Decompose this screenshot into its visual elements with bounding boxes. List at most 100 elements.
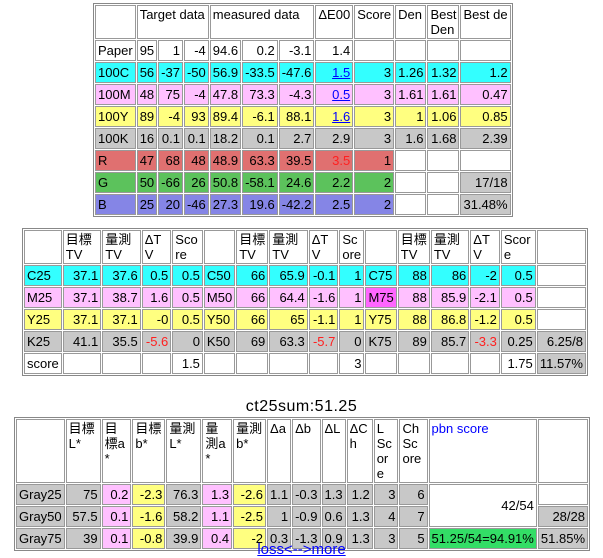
header-cell: 目標a* [101, 419, 132, 483]
table-cell: 85.7 [430, 331, 470, 352]
table-cell: Gray50 [16, 506, 65, 527]
empty-cell [236, 353, 269, 374]
table-cell: 1.1 [267, 484, 292, 505]
table-cell: 47.8 [209, 84, 242, 105]
header-cell: 目標L* [65, 419, 101, 483]
table-cell: -0 [141, 309, 172, 330]
table-cell: -2.3 [132, 484, 166, 505]
footer-link[interactable]: loss<-->more [257, 541, 346, 558]
table-cell: 27.3 [209, 194, 242, 215]
empty-cell [537, 419, 588, 483]
table-cell: K25 [24, 331, 62, 352]
table-cell[interactable]: 0.5 [315, 84, 354, 105]
table-cell: 2 [354, 194, 395, 215]
empty-cell [308, 353, 339, 374]
table-cell: 2 [354, 172, 395, 193]
table-row: M25 37.1 38.7 1.6 0.5 M50 66 64.4 -1.6 1 M75 88 85.9… [24, 287, 586, 308]
table-cell: 0.4 [202, 528, 233, 549]
table-cell: 0 [339, 331, 365, 352]
table-cell: 1.75 [500, 353, 536, 374]
table-cell: -3.3 [470, 331, 500, 352]
table-cell: 1.32 [427, 62, 460, 83]
table-cell: 39.5 [278, 150, 315, 171]
table-cell: 0.5 [172, 265, 203, 286]
header-row: 目標L* 目標a* 目標b* 量測L* 量測a* 量測b* Δa Δb ΔL ΔCh L Score… [16, 419, 588, 483]
empty-cell [354, 40, 395, 61]
table-cell[interactable]: 1.5 [315, 62, 354, 83]
table-cell: 51.25/54=94.91% [428, 528, 537, 549]
table-cell: -2.5 [233, 506, 267, 527]
table-cell: -4.3 [278, 84, 315, 105]
tv-table: 目標TV 量測TV ΔTV Score 目標TV 量測TV ΔTV Score 目標TV 量測TV… [22, 228, 588, 376]
header-cell: 量測TV [430, 230, 470, 264]
table-cell[interactable]: 1.6 [315, 106, 354, 127]
header-cell: 目標TV [236, 230, 269, 264]
header-cell: Score [354, 5, 395, 39]
table-cell: 1 [339, 309, 365, 330]
table-cell: 0.1 [158, 128, 183, 149]
header-cell: Score [172, 230, 203, 264]
table-cell: Gray25 [16, 484, 65, 505]
header-cell: 量測b* [233, 419, 267, 483]
table-cell: 3.5 [315, 150, 354, 171]
table-cell: M25 [24, 287, 62, 308]
table-cell: -6.1 [242, 106, 278, 127]
table-cell: 0.5 [500, 265, 536, 286]
table-cell: 42/54 [428, 484, 537, 527]
table-cell: 6.25/8 [536, 331, 586, 352]
table-cell: 86.8 [430, 309, 470, 330]
table-cell: 0 [172, 331, 203, 352]
table-cell: 0.5 [500, 309, 536, 330]
table-cell: 1.1 [202, 506, 233, 527]
table-cell: 31.48% [460, 194, 511, 215]
table-cell: 89 [397, 331, 430, 352]
table-row: B 25 20 -46 27.3 19.6 -42.2 2.5 2 31.48% [95, 194, 511, 215]
table-cell: -4 [183, 40, 209, 61]
table-cell: 16 [136, 128, 158, 149]
table-row: K25 41.1 35.5 -5.6 0 K50 69 63.3 -5.7 0 K75 89 85.7-… [24, 331, 586, 352]
table-cell: -42.2 [278, 194, 315, 215]
table-cell: 6 [399, 484, 428, 505]
empty-cell [536, 287, 586, 308]
table-cell: 85.9 [430, 287, 470, 308]
table-cell: 0.5 [141, 265, 172, 286]
table-cell: 94.6 [209, 40, 242, 61]
table-cell: 48 [183, 150, 209, 171]
table-cell: 3 [339, 353, 365, 374]
table-cell: 1 [339, 287, 365, 308]
table-cell: 0.1 [242, 128, 278, 149]
table-cell: -1.6 [132, 506, 166, 527]
table-cell: -5.6 [141, 331, 172, 352]
sum-text: ct25sum:51.25 [245, 398, 358, 415]
table-row: 100C 56 -37 -50 56.9 -33.5 -47.6 1.5 3 1.26 1.32 1.… [95, 62, 511, 83]
empty-cell [365, 353, 397, 374]
table-cell: -47.6 [278, 62, 315, 83]
header-cell: Best Den [427, 5, 460, 39]
table-cell: -58.1 [242, 172, 278, 193]
empty-cell [397, 353, 430, 374]
table-cell: 1.06 [427, 106, 460, 127]
header-cell: ΔTV [141, 230, 172, 264]
table-cell: 48.9 [209, 150, 242, 171]
table-cell: 1.4 [315, 40, 354, 61]
table-cell: 88 [397, 287, 430, 308]
color-table: Target data measured data ΔE00 Score Den Best… [93, 3, 513, 217]
table-cell: 0.25 [500, 331, 536, 352]
table-row: Y25 37.1 37.1 -0 0.5 Y50 66 65 -1.1 1 Y75 88 86.8 -1.… [24, 309, 586, 330]
table-cell: -3.1 [278, 40, 315, 61]
gray-table: 目標L* 目標a* 目標b* 量測L* 量測a* 量測b* Δa Δb ΔL ΔCh L Score… [14, 417, 590, 551]
table-cell: 89 [136, 106, 158, 127]
table-cell: -0.8 [132, 528, 166, 549]
header-cell: ΔE00 [315, 5, 354, 39]
table-cell: -0.1 [308, 265, 339, 286]
table-row: C25 37.1 37.6 0.5 0.5 C50 66 65.9 -0.1 1 C75 88 86 -2… [24, 265, 586, 286]
table-cell: 37.1 [62, 265, 102, 286]
header-cell: L Score [373, 419, 399, 483]
table-cell: 1.3 [202, 484, 233, 505]
table-cell: 69 [236, 331, 269, 352]
table-cell: 50.8 [209, 172, 242, 193]
table-cell: 73.3 [242, 84, 278, 105]
table-cell: score [24, 353, 62, 374]
table-cell: 75 [158, 84, 183, 105]
header-cell: 量測a* [202, 419, 233, 483]
